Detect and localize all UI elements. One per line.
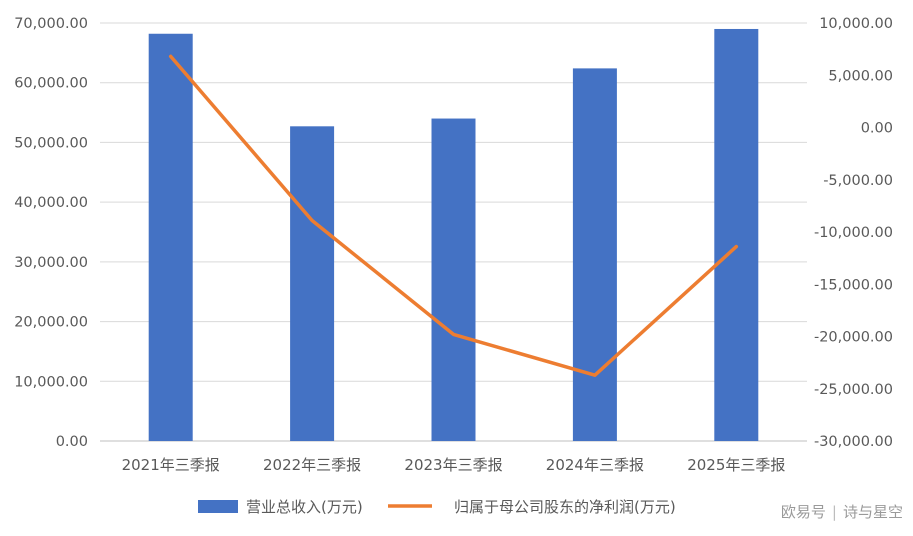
bar — [431, 118, 476, 442]
y-right-tick-label: -25,000.00 — [814, 382, 893, 398]
x-tick-label: 2022年三季报 — [263, 456, 361, 474]
y-right-tick-label: -20,000.00 — [814, 330, 893, 346]
watermark-source: 欧易号 — [780, 503, 826, 521]
watermark-author: 诗与星空 — [842, 503, 903, 521]
y-left-tick-label: 30,000.00 — [14, 255, 88, 271]
x-tick-label: 2025年三季报 — [687, 456, 785, 474]
legend-label-line: 归属于母公司股东的净利润(万元) — [454, 498, 676, 516]
x-tick-label: 2023年三季报 — [404, 456, 502, 474]
y-right-tick-label: -10,000.00 — [814, 225, 893, 241]
y-right-tick-label: -5,000.00 — [823, 173, 893, 189]
bar — [148, 33, 193, 442]
legend-swatch-bar — [198, 500, 238, 513]
y-right-tick-label: -30,000.00 — [814, 434, 893, 450]
y-left-tick-label: 0.00 — [56, 434, 88, 450]
y-right-tick-label: 5,000.00 — [828, 68, 893, 84]
y-left-tick-label: 10,000.00 — [14, 374, 88, 390]
x-tick-label: 2024年三季报 — [546, 456, 644, 474]
bar — [290, 126, 335, 441]
y-left-tick-label: 70,000.00 — [14, 16, 88, 32]
watermark: 欧易号 | 诗与星空 — [781, 501, 903, 522]
y-left-tick-label: 50,000.00 — [14, 135, 88, 151]
y-right-tick-label: -15,000.00 — [814, 277, 893, 293]
y-left-tick-label: 60,000.00 — [14, 76, 88, 92]
legend-label-bar: 营业总收入(万元) — [246, 498, 363, 516]
bar — [572, 68, 617, 441]
x-tick-label: 2021年三季报 — [122, 456, 220, 474]
y-right-tick-label: 10,000.00 — [819, 16, 893, 32]
bar — [714, 28, 759, 441]
y-right-tick-label: 0.00 — [861, 121, 893, 137]
watermark-separator: | — [831, 503, 837, 521]
y-left-tick-label: 40,000.00 — [14, 195, 88, 211]
y-left-tick-label: 20,000.00 — [14, 315, 88, 331]
